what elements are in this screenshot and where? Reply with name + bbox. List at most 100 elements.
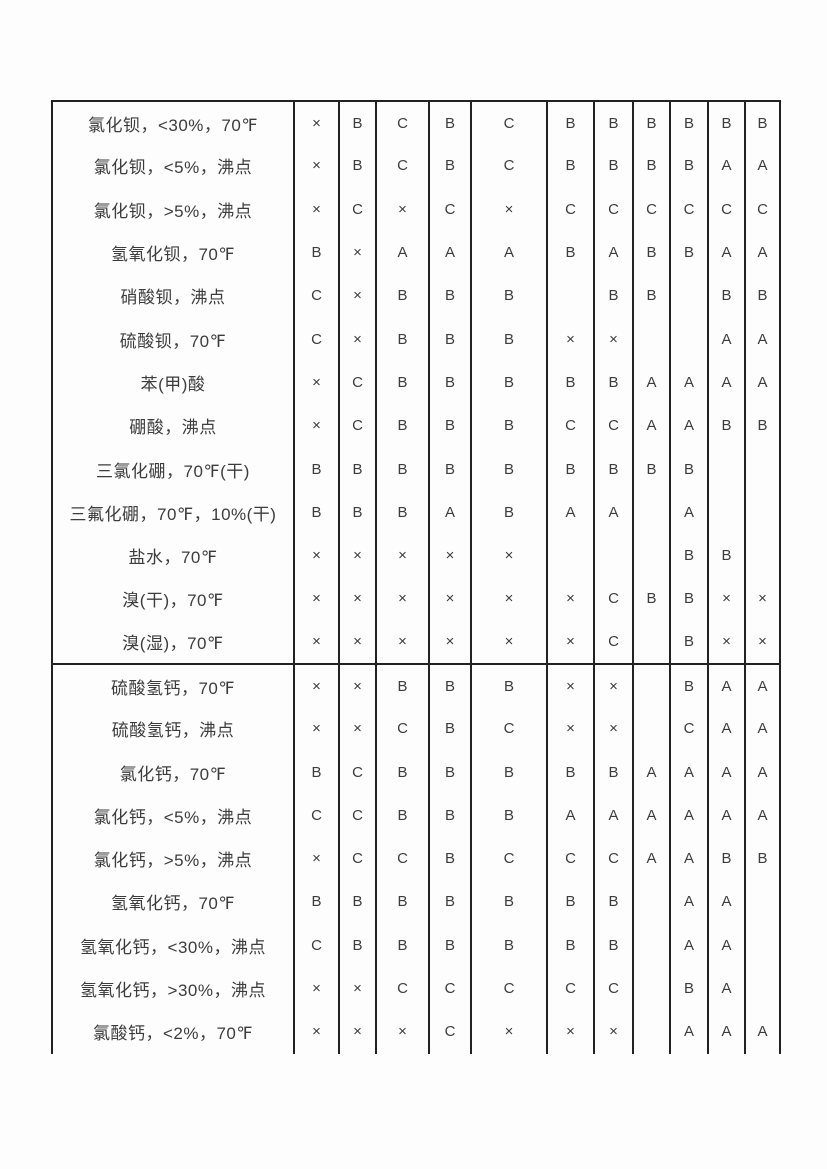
- rating-cell: ×: [546, 577, 595, 621]
- rating-cell: B: [669, 620, 709, 665]
- chemical-name-cell: 氯化钡，<5%，沸点: [51, 144, 295, 188]
- chemical-name-cell: 溴(湿)，70℉: [51, 620, 295, 665]
- rating-cell: A: [546, 490, 595, 534]
- rating-cell: A: [707, 1010, 746, 1054]
- rating-cell: ×: [375, 1010, 430, 1054]
- rating-cell: A: [744, 750, 781, 794]
- rating-cell: B: [593, 101, 634, 145]
- rating-cell: A: [707, 663, 746, 708]
- rating-cell: B: [546, 360, 595, 405]
- table-row: 盐水，70℉ × × × × × B B: [51, 533, 781, 578]
- rating-cell: B: [669, 577, 709, 621]
- rating-cell: C: [375, 837, 430, 881]
- rating-cell: B: [375, 274, 430, 318]
- rating-cell: B: [632, 144, 671, 188]
- rating-cell: ×: [470, 620, 548, 665]
- rating-cell: ×: [338, 274, 377, 318]
- rating-cell: ×: [593, 1010, 634, 1054]
- chemical-name-cell: 盐水，70℉: [51, 533, 295, 578]
- rating-cell: ×: [338, 707, 377, 751]
- rating-cell: A: [744, 663, 781, 708]
- table-row: 苯(甲)酸 × C B B B B B A A A A: [51, 360, 781, 405]
- rating-cell: B: [593, 274, 634, 318]
- rating-cell: ×: [375, 577, 430, 621]
- rating-cell: B: [375, 360, 430, 405]
- table-row: 三氯化硼，70℉(干) B B B B B B B B B: [51, 447, 781, 491]
- rating-cell: ×: [338, 663, 377, 708]
- rating-cell: B: [593, 360, 634, 405]
- rating-cell: [632, 533, 671, 578]
- rating-cell: B: [707, 533, 746, 578]
- rating-cell: ×: [293, 577, 340, 621]
- rating-cell: C: [593, 187, 634, 231]
- rating-cell: B: [338, 144, 377, 188]
- rating-cell: C: [375, 101, 430, 145]
- table-row: 氢氧化钙，70℉ B B B B B B B A A: [51, 880, 781, 924]
- rating-cell: C: [669, 187, 709, 231]
- rating-cell: C: [707, 187, 746, 231]
- rating-cell: B: [669, 966, 709, 1011]
- rating-cell: B: [707, 404, 746, 448]
- rating-cell: ×: [546, 663, 595, 708]
- rating-cell: B: [707, 274, 746, 318]
- chemical-name-cell: 氯化钙，70℉: [51, 750, 295, 794]
- table-row: 硫酸氢钙，沸点 × × C B C × × C A A: [51, 707, 781, 751]
- rating-cell: B: [669, 533, 709, 578]
- chemical-name-cell: 硫酸钡，70℉: [51, 317, 295, 361]
- rating-cell: B: [375, 490, 430, 534]
- rating-cell: ×: [707, 577, 746, 621]
- rating-cell: B: [632, 447, 671, 491]
- rating-cell: C: [338, 837, 377, 881]
- rating-cell: [632, 490, 671, 534]
- rating-cell: B: [707, 837, 746, 881]
- rating-cell: B: [744, 274, 781, 318]
- rating-cell: ×: [744, 620, 781, 665]
- rating-cell: C: [546, 187, 595, 231]
- rating-cell: [593, 533, 634, 578]
- rating-cell: B: [546, 230, 595, 275]
- chemical-name-cell: 苯(甲)酸: [51, 360, 295, 405]
- rating-cell: ×: [470, 1010, 548, 1054]
- rating-cell: B: [546, 447, 595, 491]
- rating-cell: A: [707, 317, 746, 361]
- rating-cell: A: [375, 230, 430, 275]
- rating-cell: A: [632, 793, 671, 838]
- chemical-name-cell: 三氟化硼，70℉，10%(干): [51, 490, 295, 534]
- rating-cell: B: [593, 750, 634, 794]
- rating-cell: B: [632, 230, 671, 275]
- rating-cell: A: [707, 144, 746, 188]
- rating-cell: [632, 966, 671, 1011]
- rating-cell: B: [470, 793, 548, 838]
- rating-cell: ×: [375, 620, 430, 665]
- rating-cell: ×: [546, 707, 595, 751]
- rating-cell: A: [669, 793, 709, 838]
- rating-cell: B: [338, 490, 377, 534]
- rating-cell: B: [375, 750, 430, 794]
- rating-cell: C: [632, 187, 671, 231]
- rating-cell: C: [338, 360, 377, 405]
- rating-cell: B: [338, 101, 377, 145]
- rating-cell: ×: [293, 533, 340, 578]
- rating-cell: B: [293, 880, 340, 924]
- rating-cell: A: [593, 490, 634, 534]
- rating-cell: B: [428, 837, 472, 881]
- rating-cell: C: [428, 966, 472, 1011]
- rating-cell: C: [669, 707, 709, 751]
- rating-cell: B: [428, 144, 472, 188]
- rating-cell: C: [744, 187, 781, 231]
- rating-cell: ×: [293, 620, 340, 665]
- rating-cell: C: [338, 793, 377, 838]
- rating-cell: A: [744, 360, 781, 405]
- chemical-name-cell: 氯化钡，<30%，70℉: [51, 101, 295, 145]
- rating-cell: B: [470, 880, 548, 924]
- rating-cell: ×: [338, 966, 377, 1011]
- rating-cell: ×: [338, 317, 377, 361]
- rating-cell: ×: [338, 1010, 377, 1054]
- rating-cell: B: [375, 404, 430, 448]
- rating-cell: ×: [338, 230, 377, 275]
- chemical-name-cell: 溴(干)，70℉: [51, 577, 295, 621]
- rating-cell: C: [470, 144, 548, 188]
- rating-cell: A: [744, 1010, 781, 1054]
- chemical-name-cell: 氢氧化钙，70℉: [51, 880, 295, 924]
- rating-cell: A: [744, 707, 781, 751]
